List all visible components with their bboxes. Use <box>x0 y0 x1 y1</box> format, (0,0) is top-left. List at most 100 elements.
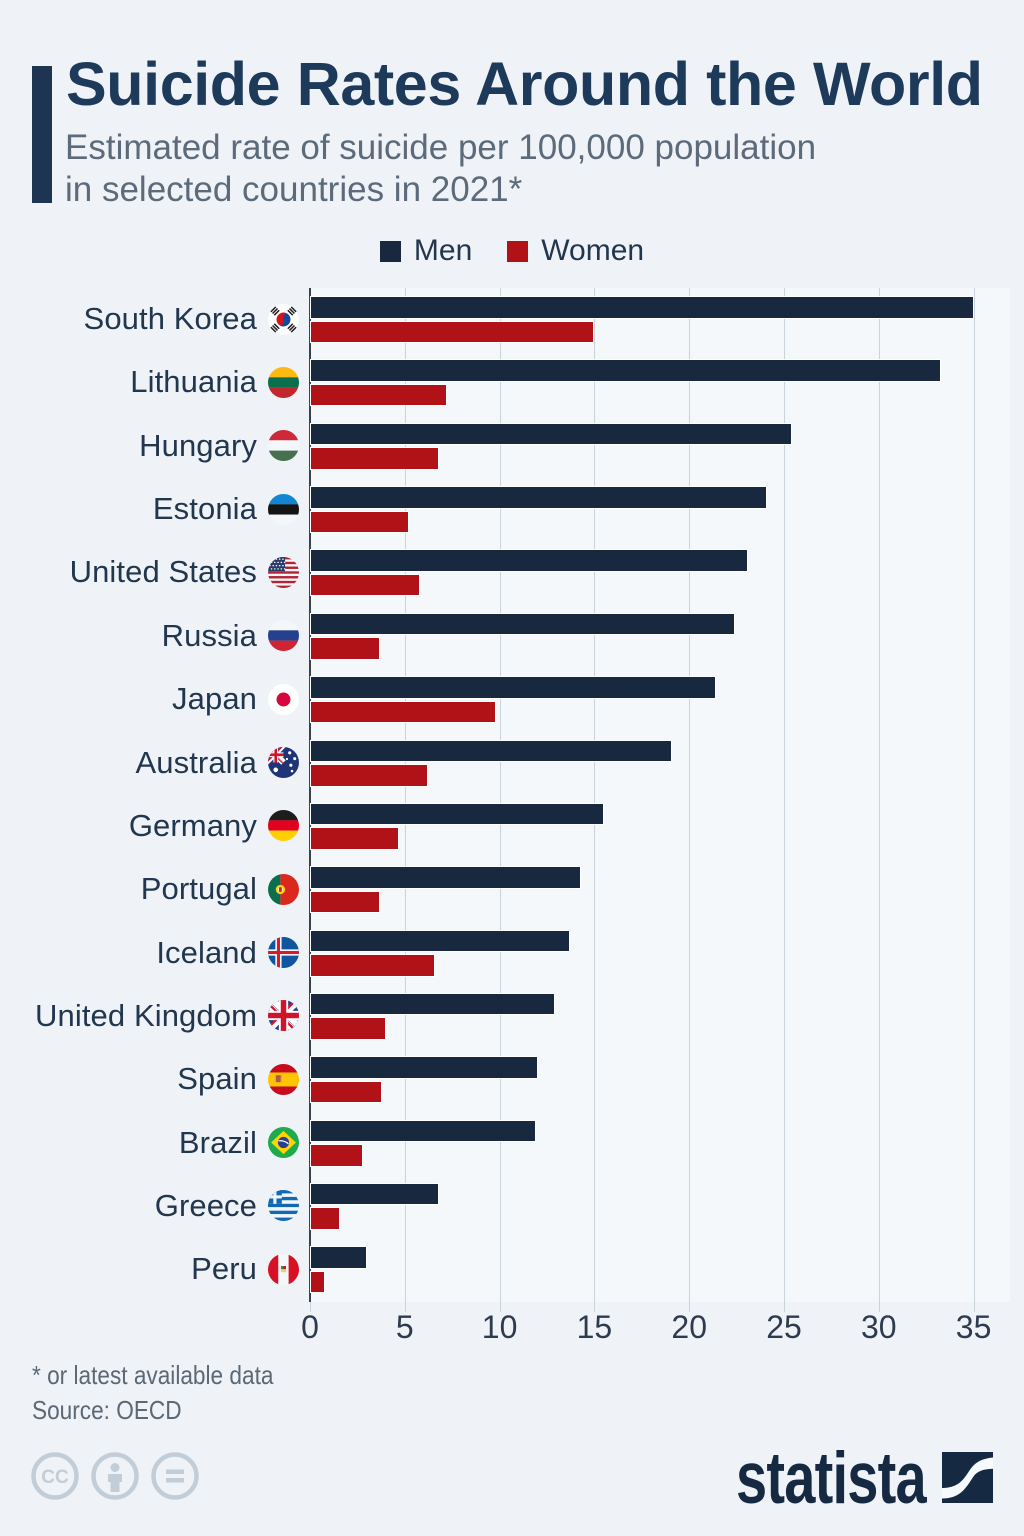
bar-women-spain <box>310 1080 382 1104</box>
bar-women-lithuania <box>310 383 447 407</box>
subtitle-line-2: in selected countries in 2021* <box>65 170 523 209</box>
country-flag <box>267 747 299 778</box>
bar-women-australia <box>310 764 428 787</box>
bar-women-iceland <box>310 954 436 977</box>
country-flag <box>267 1253 299 1285</box>
flag-icon-united-states <box>267 556 299 588</box>
bar-men-united-states <box>310 549 748 572</box>
gridline <box>784 288 785 1312</box>
bar-women-portugal <box>310 890 381 914</box>
country-flag <box>267 873 299 905</box>
country-label: United Kingdom <box>35 997 257 1033</box>
country-label: Portugal <box>140 871 257 907</box>
axis-tick-label: 10 <box>481 1309 518 1345</box>
bar-women-germany <box>310 827 400 850</box>
country-label: Australia <box>135 744 257 780</box>
bar-men-estonia <box>310 486 767 509</box>
flag-icon-lithuania <box>267 366 299 398</box>
bar-women-united-states <box>310 573 420 597</box>
bar-men-japan <box>310 676 716 699</box>
axis-tick-label: 25 <box>766 1309 802 1345</box>
country-flag <box>267 620 299 652</box>
license-icons: CC <box>31 1452 199 1500</box>
country-flag <box>267 493 299 525</box>
bar-women-united-kingdom <box>310 1017 386 1040</box>
country-label: Peru <box>191 1251 257 1287</box>
flag-icon-germany <box>267 810 299 842</box>
country-flag <box>267 1000 299 1032</box>
bar-men-iceland <box>310 929 570 952</box>
bar-men-brazil <box>310 1119 536 1143</box>
country-label: Estonia <box>152 491 257 527</box>
license-icon-cc: CC <box>31 1452 79 1500</box>
footnote: * or latest available data <box>32 1360 274 1390</box>
bar-men-peru <box>310 1246 367 1269</box>
bar-men-hungary <box>310 422 792 446</box>
bar-men-russia <box>310 612 735 636</box>
gridline <box>689 288 691 1312</box>
country-label: United States <box>69 554 257 590</box>
title-accent-bar <box>32 66 52 203</box>
bar-women-japan <box>310 700 496 724</box>
country-label: Greece <box>154 1187 257 1223</box>
country-flag <box>267 1190 299 1222</box>
legend-women-label: Women <box>541 234 645 267</box>
flag-icon-brazil <box>267 1127 299 1159</box>
country-flag <box>267 810 299 842</box>
flag-icon-russia <box>267 620 299 652</box>
bar-men-greece <box>310 1182 439 1206</box>
bar-women-estonia <box>310 510 409 534</box>
axis-tick-label: 15 <box>576 1309 613 1345</box>
flag-icon-spain <box>267 1063 299 1095</box>
country-label: Spain <box>177 1061 257 1097</box>
bar-men-australia <box>310 739 673 762</box>
flag-icon-south-korea <box>267 303 299 335</box>
country-label: Germany <box>128 807 257 843</box>
page-title: Suicide Rates Around the World <box>66 50 983 118</box>
statista-logo-mark <box>942 1452 993 1503</box>
country-flag <box>267 1127 299 1159</box>
axis-line <box>309 288 311 1302</box>
country-flag <box>267 366 299 398</box>
flag-icon-iceland <box>267 937 299 968</box>
subtitle-line-1: Estimated rate of suicide per 100,000 po… <box>65 128 817 167</box>
bar-men-south-korea <box>310 296 974 319</box>
bar-men-united-kingdom <box>310 992 555 1016</box>
svg-text:CC: CC <box>41 1467 69 1488</box>
gridline <box>404 288 406 1312</box>
country-label: Iceland <box>156 934 257 970</box>
bar-men-lithuania <box>310 359 942 382</box>
bar-women-hungary <box>310 447 439 470</box>
country-label: Hungary <box>139 427 257 463</box>
license-icon-no-derivatives <box>151 1452 199 1500</box>
legend-item-men: Men <box>379 234 473 268</box>
bar-men-spain <box>310 1056 538 1079</box>
axis-tick-label: 0 <box>301 1309 319 1345</box>
bar-women-peru <box>310 1270 326 1294</box>
country-flag <box>267 683 299 715</box>
flag-icon-portugal <box>267 873 299 905</box>
country-label: Japan <box>172 681 257 717</box>
bar-men-germany <box>310 802 604 826</box>
flag-icon-australia <box>267 747 299 778</box>
gridline <box>878 288 880 1312</box>
flag-icon-greece <box>267 1190 299 1222</box>
country-label: Russia <box>161 617 257 653</box>
legend-men-label: Men <box>413 234 473 267</box>
men-swatch <box>379 240 401 262</box>
flag-icon-japan <box>267 683 299 715</box>
axis-tick-label: 20 <box>671 1309 707 1345</box>
axis-tick-label: 35 <box>955 1309 992 1345</box>
flag-icon-estonia <box>267 493 299 525</box>
chart-legend: Men Women <box>0 234 1024 268</box>
gridline <box>499 288 501 1312</box>
country-flag <box>267 303 299 335</box>
country-label: Lithuania <box>130 364 257 400</box>
bar-women-south-korea <box>310 320 595 343</box>
flag-icon-hungary <box>267 430 299 462</box>
bar-men-portugal <box>310 866 582 889</box>
subtitle: Estimated rate of suicide per 100,000 po… <box>65 127 965 211</box>
axis-tick-label: 30 <box>861 1309 897 1345</box>
flag-icon-united-kingdom <box>267 1000 299 1032</box>
